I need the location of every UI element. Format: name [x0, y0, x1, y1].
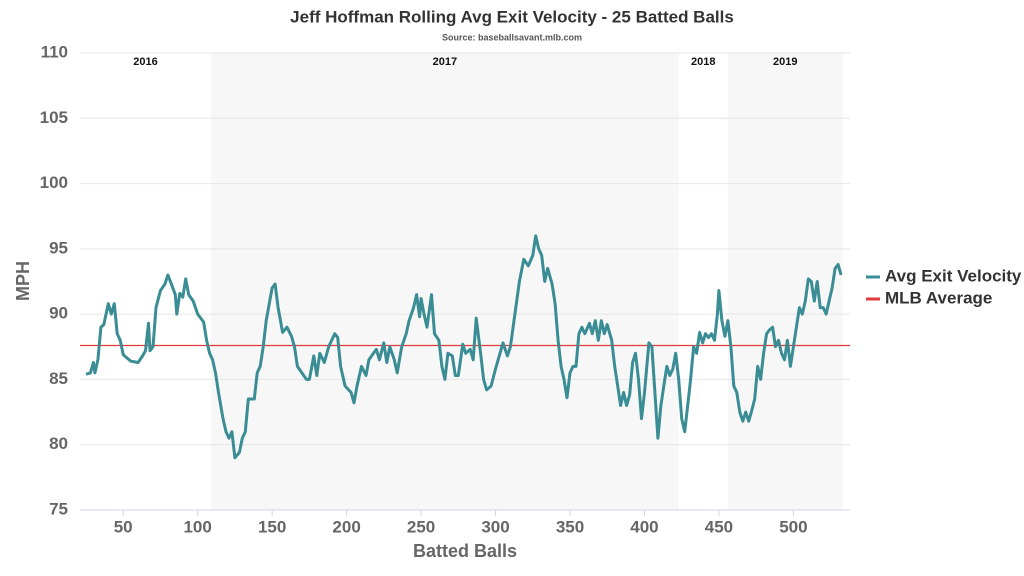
legend-label: Avg Exit Velocity: [885, 266, 1022, 285]
season-band: [727, 53, 843, 510]
chart-title: Jeff Hoffman Rolling Avg Exit Velocity -…: [290, 7, 734, 26]
x-axis-label: Batted Balls: [413, 541, 517, 561]
x-tick-label: 250: [407, 517, 435, 536]
data-line: [85, 234, 843, 460]
x-tick-label: 300: [481, 517, 509, 536]
x-tick-label: 500: [779, 517, 807, 536]
season-label: 2016: [133, 56, 157, 68]
y-tick-label: 95: [49, 238, 68, 257]
x-tick-label: 450: [705, 517, 733, 536]
season-label: 2017: [433, 56, 457, 68]
y-tick-label: 80: [49, 434, 68, 453]
x-tick-label: 200: [332, 517, 360, 536]
x-tick-label: 50: [114, 517, 133, 536]
y-tick-label: 75: [49, 499, 68, 518]
y-axis-label: MPH: [13, 261, 33, 301]
x-tick-label: 400: [630, 517, 658, 536]
legend-label: MLB Average: [885, 288, 992, 307]
y-tick-label: 90: [49, 304, 68, 323]
x-tick-label: 350: [556, 517, 584, 536]
x-tick-label: 150: [258, 517, 286, 536]
chart-subtitle: Source: baseballsavant.mlb.com: [442, 32, 582, 42]
y-tick-label: 85: [49, 369, 68, 388]
y-tick-label: 100: [40, 173, 68, 192]
y-tick-label: 110: [41, 42, 68, 61]
y-tick-label: 105: [40, 108, 68, 127]
x-tick-label: 100: [183, 517, 211, 536]
season-label: 2018: [691, 56, 715, 68]
season-label: 2019: [773, 56, 797, 68]
season-band: [211, 53, 679, 510]
